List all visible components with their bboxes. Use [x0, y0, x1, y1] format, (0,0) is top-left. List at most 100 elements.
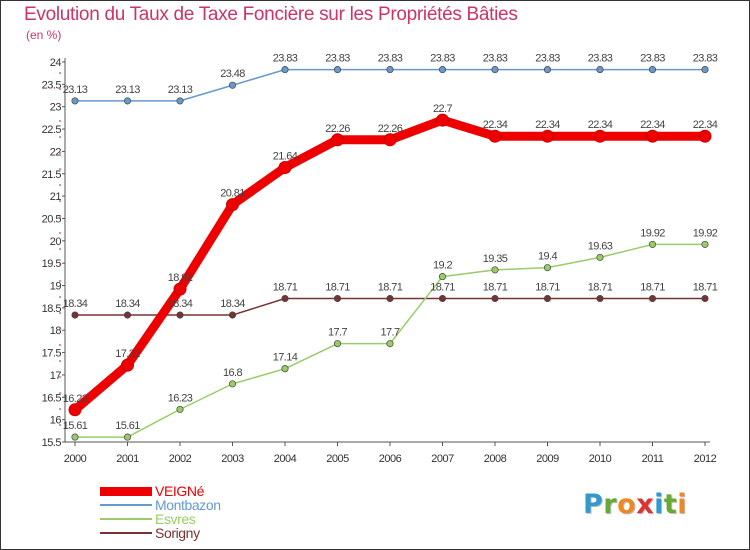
y-tick-label: 24: [50, 57, 62, 69]
data-label: 16.23: [168, 392, 193, 404]
data-point: [701, 240, 709, 248]
y-tick-label: 17.5: [42, 348, 62, 360]
data-label: 18.34: [220, 298, 245, 310]
y-tick-label: 18.5: [42, 303, 62, 315]
x-tick-label: 2002: [169, 453, 192, 465]
y-tick-label: 23: [50, 102, 62, 114]
data-point: [491, 266, 499, 274]
data-label: 18.71: [588, 281, 613, 293]
data-label: 20.81: [220, 188, 245, 200]
data-point: [176, 405, 184, 413]
y-tick-label: 21: [50, 191, 62, 203]
data-point: [333, 66, 342, 74]
y-tick-label: 22.5: [42, 124, 62, 136]
proxiti-logo[interactable]: Proxiti: [583, 489, 687, 520]
data-point: [543, 264, 552, 272]
x-tick-label: 2000: [64, 453, 87, 465]
data-point: [438, 66, 447, 74]
data-label: 23.83: [535, 53, 560, 65]
data-point: [228, 81, 237, 89]
data-label: 15.61: [115, 420, 140, 432]
legend-swatch: [100, 532, 152, 534]
data-point: [596, 66, 604, 74]
data-label: 18.71: [378, 281, 403, 293]
data-point: [491, 294, 499, 303]
data-point: [386, 66, 394, 74]
data-point: [646, 129, 659, 143]
y-tick-label: 19: [50, 281, 62, 293]
logo-letter: t: [663, 489, 678, 520]
x-tick-label: 2004: [274, 453, 297, 465]
data-point: [648, 294, 657, 303]
data-label: 23.83: [640, 53, 665, 65]
data-point: [698, 129, 712, 143]
legend-swatch: [100, 486, 152, 496]
data-label: 23.13: [115, 84, 140, 96]
data-label: 19.4: [538, 251, 557, 263]
data-label: 18.71: [693, 281, 718, 293]
data-label: 15.61: [63, 420, 88, 432]
y-tick-label: 19.5: [42, 258, 62, 270]
y-tick-label: 23.5: [42, 79, 62, 91]
x-tick-label: 2001: [116, 453, 139, 465]
legend-label: Montbazon: [155, 497, 221, 513]
data-label: 18.71: [640, 281, 665, 293]
legend-label: Esvres: [155, 511, 196, 527]
data-point: [386, 294, 394, 303]
data-point: [648, 240, 657, 248]
y-tick-label: 17: [50, 370, 62, 382]
legend-swatch: [100, 504, 152, 506]
data-label: 19.35: [483, 253, 508, 265]
data-point: [123, 311, 132, 319]
data-label: 22.34: [483, 119, 508, 131]
y-tick-label: 16: [50, 415, 62, 427]
data-point: [436, 113, 449, 127]
data-label: 22.34: [693, 119, 718, 131]
data-label: 18.71: [430, 281, 455, 293]
data-label: 23.13: [168, 84, 193, 96]
data-point: [281, 365, 289, 373]
data-point: [333, 294, 342, 303]
data-label: 18.71: [273, 281, 298, 293]
logo-letter: i: [654, 489, 664, 520]
data-label: 23.13: [63, 84, 88, 96]
data-label: 19.2: [433, 260, 452, 272]
data-label: 17.7: [380, 327, 399, 339]
data-point: [543, 294, 552, 303]
data-label: 18.71: [535, 281, 560, 293]
y-tick-label: 16.5: [42, 392, 62, 404]
y-tick-label: 20: [50, 236, 62, 248]
data-point: [701, 66, 709, 74]
data-point: [68, 403, 82, 417]
logo-letter: r: [603, 489, 618, 520]
data-label: 17.14: [273, 352, 298, 364]
data-label: 17.7: [328, 327, 347, 339]
data-label: 19.92: [693, 227, 718, 239]
data-point: [71, 311, 79, 319]
data-label: 22.7: [433, 103, 452, 115]
data-point: [386, 340, 394, 348]
logo-letter: i: [677, 489, 688, 520]
data-label: 19.92: [640, 227, 665, 239]
x-tick-label: 2005: [326, 453, 349, 465]
logo-letter: P: [583, 489, 604, 520]
data-point: [123, 97, 132, 105]
x-tick-label: 2009: [536, 453, 559, 465]
data-point: [176, 97, 184, 105]
legend-swatch: [100, 518, 152, 520]
x-tick-label: 2007: [431, 453, 454, 465]
data-label: 18.92: [168, 272, 193, 284]
data-label: 22.34: [588, 119, 613, 131]
data-point: [278, 161, 292, 175]
data-point: [383, 133, 397, 147]
data-point: [226, 198, 239, 212]
x-tick-label: 2006: [379, 453, 402, 465]
data-label: 21.64: [273, 151, 298, 163]
data-label: 22.26: [325, 123, 350, 135]
data-label: 16.22: [63, 393, 88, 405]
data-point: [173, 282, 187, 296]
y-tick-label: 20.5: [42, 213, 62, 225]
data-point: [176, 311, 184, 319]
data-label: 18.71: [483, 281, 508, 293]
data-point: [541, 129, 554, 143]
